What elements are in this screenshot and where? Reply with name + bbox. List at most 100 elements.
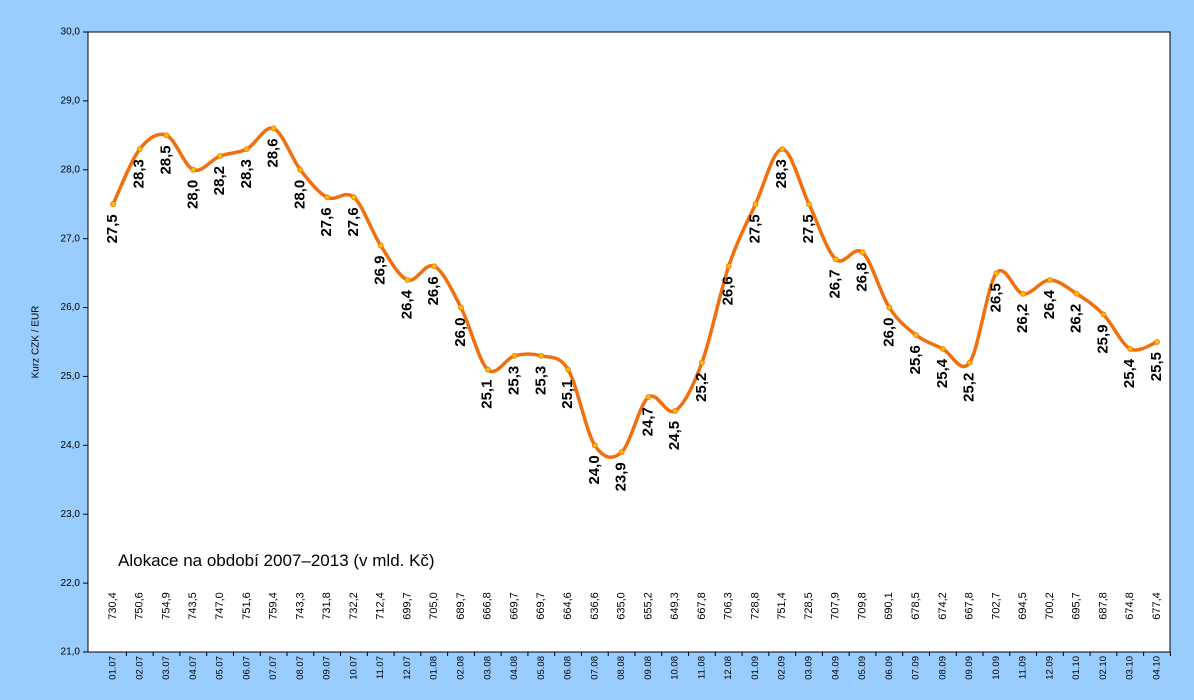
line xyxy=(111,126,1158,459)
marker xyxy=(1127,345,1134,352)
data-label: 25,2 xyxy=(961,373,978,402)
marker xyxy=(1073,290,1080,297)
marker xyxy=(377,242,384,249)
data-label: 25,9 xyxy=(1094,324,1111,353)
allocation-label: 694,5 xyxy=(1017,592,1029,620)
x-tick-label: 02.08 xyxy=(456,656,467,680)
allocation-label: 635,0 xyxy=(616,592,628,620)
x-tick-label: 07.09 xyxy=(911,656,922,680)
data-label: 24,0 xyxy=(586,455,603,484)
data-label: 27,6 xyxy=(345,207,362,236)
marker xyxy=(431,263,438,270)
x-tick-label: 10.07 xyxy=(348,656,359,680)
allocation-label: 747,0 xyxy=(214,592,226,620)
data-label: 27,5 xyxy=(800,214,817,243)
marker xyxy=(1020,290,1027,297)
x-tick-label: 06.09 xyxy=(884,656,895,680)
marker xyxy=(538,352,545,359)
allocation-label: 667,8 xyxy=(696,592,708,620)
allocation-label: 687,8 xyxy=(1097,592,1109,620)
y-tick-label: 23,0 xyxy=(61,509,81,520)
data-label: 26,4 xyxy=(1041,289,1058,319)
x-tick-label: 06.08 xyxy=(563,656,574,680)
marker xyxy=(672,407,679,414)
data-label: 25,3 xyxy=(506,366,523,395)
allocation-label: 695,7 xyxy=(1071,592,1083,620)
plot-area xyxy=(87,31,1171,653)
allocation-label: 666,8 xyxy=(482,592,494,620)
allocation-label: 732,2 xyxy=(348,592,360,620)
data-label: 25,6 xyxy=(907,345,924,374)
marker xyxy=(1100,311,1107,318)
marker xyxy=(458,304,464,311)
data-label: 25,4 xyxy=(934,358,951,388)
x-tick-label: 06.07 xyxy=(241,656,252,680)
x-tick-label: 09.09 xyxy=(964,656,975,680)
data-label: 28,5 xyxy=(158,145,175,174)
x-tick-label: 07.08 xyxy=(589,656,600,680)
x-tick-label: 04.10 xyxy=(1152,656,1163,680)
allocation-label: 655,2 xyxy=(642,592,654,620)
allocation-label: 743,5 xyxy=(187,592,199,620)
x-tick-label: 02.10 xyxy=(1098,656,1109,680)
x-tick-label: 03.09 xyxy=(804,656,815,680)
marker xyxy=(217,153,223,159)
data-label: 27,5 xyxy=(104,214,121,243)
data-label: 25,1 xyxy=(559,380,576,409)
allocation-label: 649,3 xyxy=(669,592,681,620)
data-label: 26,2 xyxy=(1068,304,1085,333)
y-tick-label: 28,0 xyxy=(61,164,81,175)
data-label: 26,8 xyxy=(854,262,871,291)
allocation-label: 751,6 xyxy=(241,592,253,620)
data-label: 26,2 xyxy=(1014,304,1031,333)
marker xyxy=(351,194,357,201)
data-label: 28,2 xyxy=(211,166,228,195)
x-tick-label: 05.09 xyxy=(857,656,868,680)
x-tick-label: 08.08 xyxy=(616,656,627,680)
data-label: 23,9 xyxy=(613,462,630,491)
allocation-label: 754,9 xyxy=(160,592,172,620)
y-tick-label: 29,0 xyxy=(61,96,81,107)
x-tick-label: 12.07 xyxy=(402,656,413,680)
allocation-label: 731,8 xyxy=(321,592,333,620)
y-tick-label: 25,0 xyxy=(61,371,81,382)
allocation-label: 743,3 xyxy=(294,592,306,620)
marker xyxy=(699,359,705,366)
x-tick-label: 05.08 xyxy=(536,656,547,680)
marker xyxy=(136,146,143,153)
allocation-label: 700,2 xyxy=(1044,592,1056,620)
x-tick-label: 04.07 xyxy=(188,656,199,680)
data-label: 26,6 xyxy=(425,276,442,305)
marker xyxy=(110,201,116,208)
data-label: 26,5 xyxy=(987,283,1004,312)
data-label: 28,0 xyxy=(291,180,308,209)
allocation-label: 751,4 xyxy=(776,592,788,620)
marker xyxy=(913,332,919,339)
allocation-label: 669,7 xyxy=(508,592,520,620)
marker xyxy=(511,352,518,359)
allocation-label: 750,6 xyxy=(134,592,146,620)
allocation-label: 709,8 xyxy=(856,592,868,620)
marker xyxy=(1047,277,1053,283)
allocation-label: 712,4 xyxy=(375,592,387,620)
x-tick-label: 02.09 xyxy=(777,656,788,680)
marker xyxy=(939,345,946,352)
data-label: 27,5 xyxy=(746,214,763,243)
allocation-label: 669,7 xyxy=(535,592,547,620)
data-label: 27,6 xyxy=(318,207,335,236)
x-tick-label: 01.08 xyxy=(429,656,440,680)
marker xyxy=(645,394,652,401)
allocation-label: 690,1 xyxy=(883,592,895,620)
x-tick-label: 02.07 xyxy=(134,656,145,680)
data-label: 26,0 xyxy=(452,318,469,347)
data-label: 28,0 xyxy=(184,180,201,209)
x-tick-label: 03.07 xyxy=(161,656,172,680)
marker xyxy=(163,132,170,139)
x-tick-label: 08.09 xyxy=(937,656,948,680)
marker xyxy=(859,249,866,256)
marker xyxy=(886,304,893,311)
x-tick-label: 09.07 xyxy=(322,656,333,680)
data-label: 24,5 xyxy=(666,421,683,450)
allocation-label: 706,3 xyxy=(723,592,735,620)
y-tick-label: 27,0 xyxy=(61,233,81,244)
